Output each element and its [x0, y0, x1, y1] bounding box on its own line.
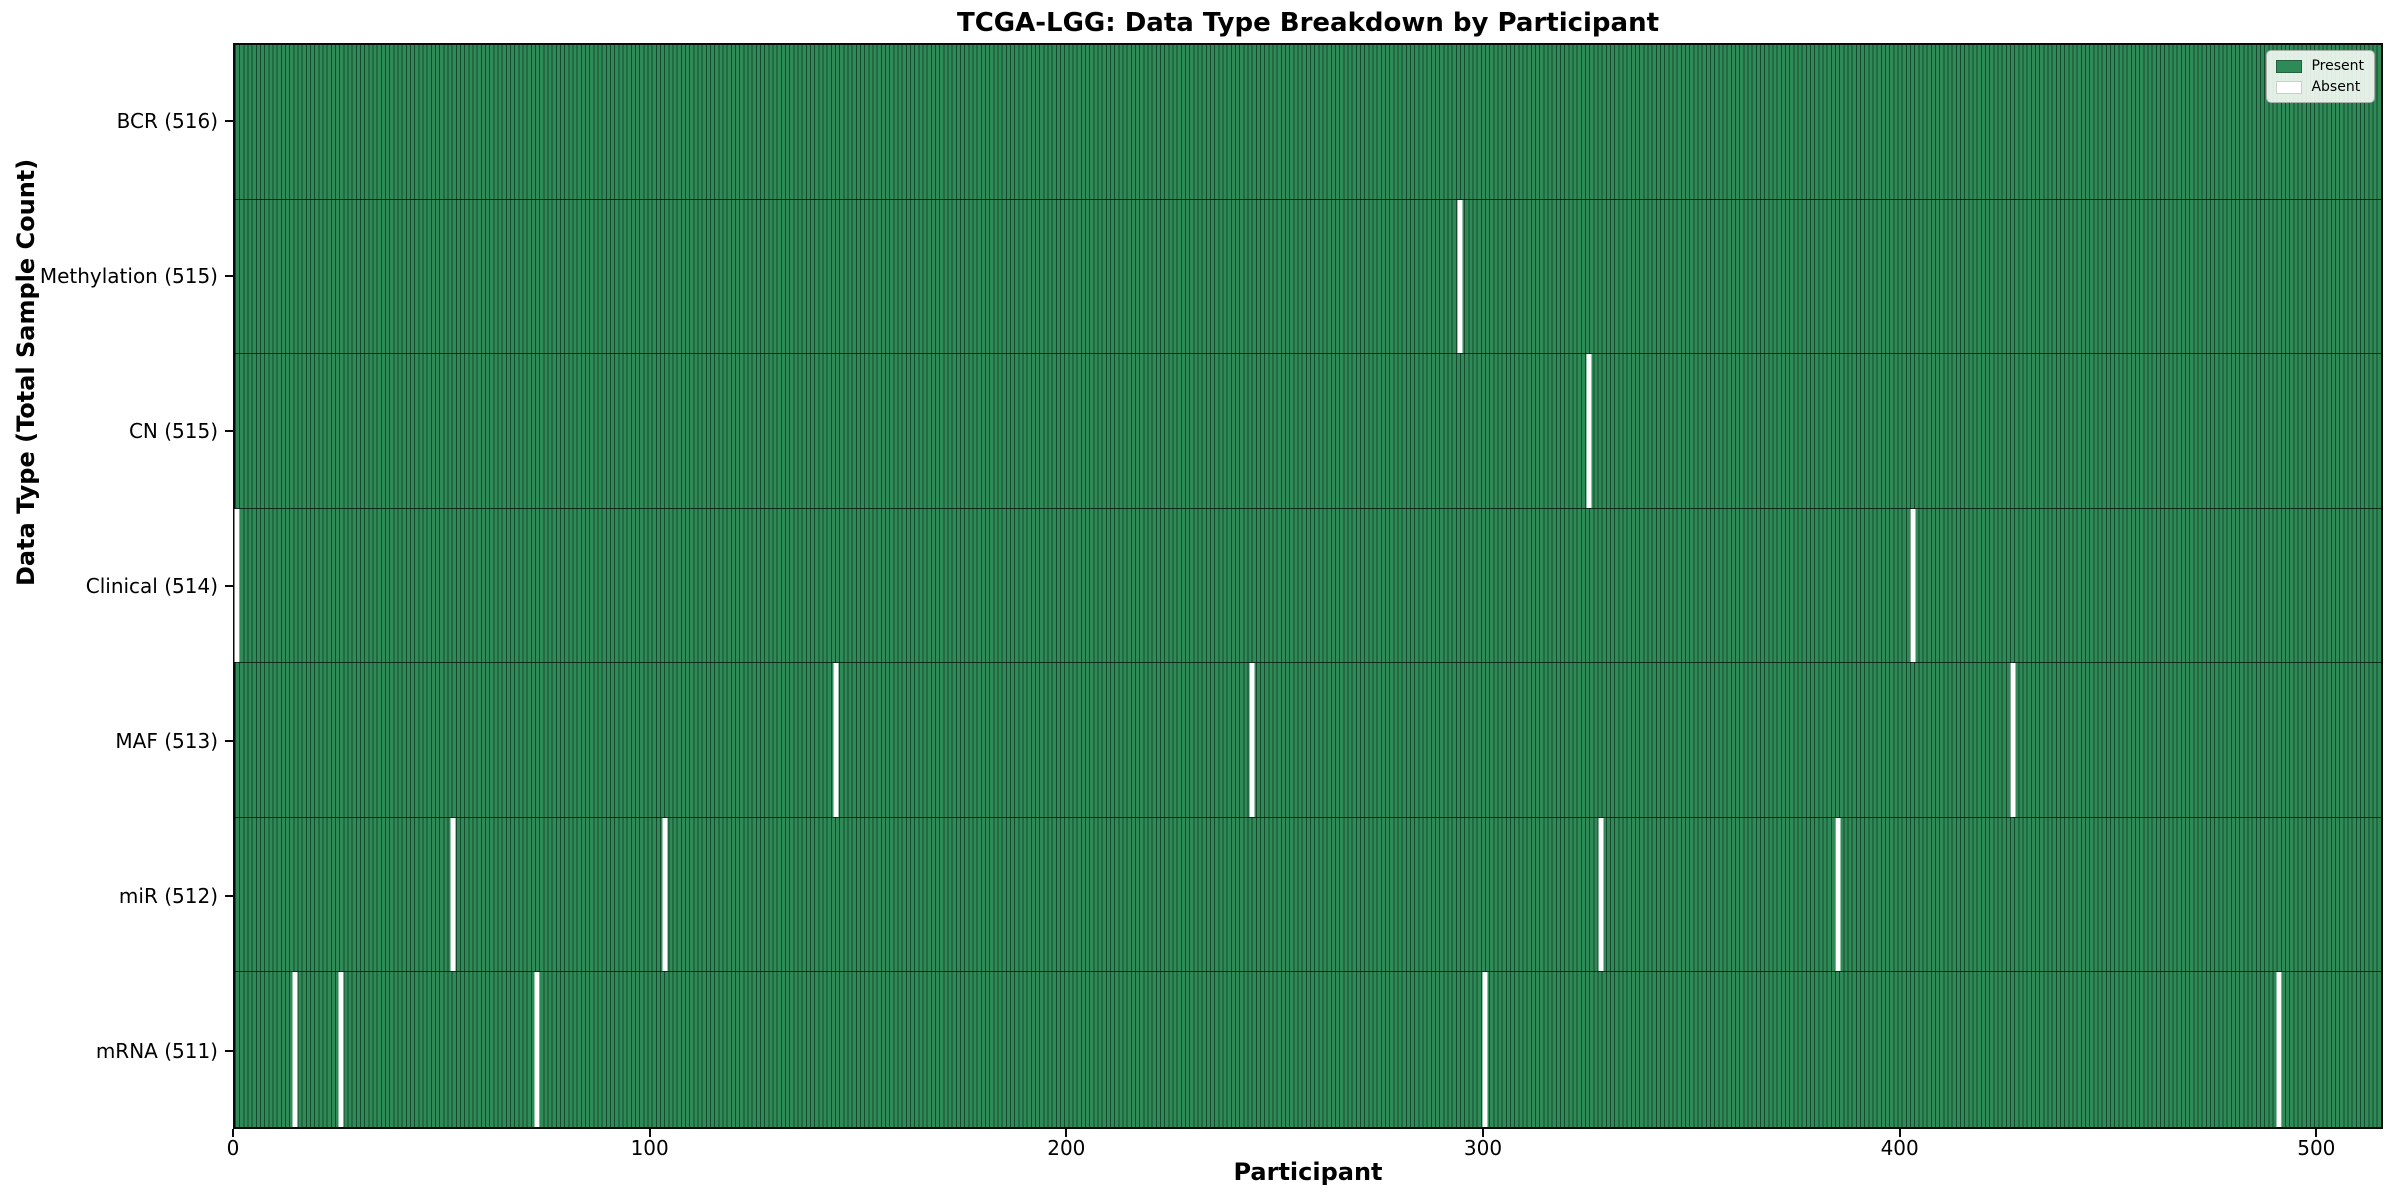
y-tick-label-mrna: mRNA (511)	[95, 1039, 218, 1064]
y-tick-label-methylation: Methylation (515)	[39, 263, 218, 288]
legend: Present Absent	[2266, 50, 2375, 103]
heatmap-row-cn	[235, 354, 2381, 509]
x-tick-label: 500	[2297, 1136, 2336, 1160]
absent-gap	[534, 972, 540, 1127]
x-tick-label: 300	[1463, 1136, 1503, 1160]
absent-gap	[234, 508, 240, 663]
y-tick-mark	[225, 274, 233, 277]
chart-title: TCGA-LGG: Data Type Breakdown by Partici…	[956, 8, 1660, 38]
legend-label-present: Present	[2311, 58, 2364, 74]
legend-item-absent: Absent	[2276, 79, 2364, 95]
y-tick-label-mir: miR (512)	[118, 884, 218, 909]
legend-item-present: Present	[2276, 58, 2364, 74]
x-tick-label: 400	[1880, 1136, 1919, 1160]
absent-gap	[292, 972, 298, 1127]
absent-gap	[1598, 817, 1604, 972]
absent-gap	[1249, 663, 1255, 817]
absent-gap	[1586, 354, 1592, 508]
y-tick-mark	[225, 585, 233, 587]
x-tick-label: 100	[630, 1136, 669, 1160]
x-tick-label: 0	[226, 1136, 240, 1160]
legend-swatch-absent	[2276, 80, 2303, 94]
x-tick-mark	[1482, 1129, 1484, 1137]
absent-gap	[338, 972, 344, 1127]
y-tick-label-bcr: BCR (516)	[116, 108, 218, 133]
absent-gap	[662, 817, 668, 972]
absent-gap	[1457, 199, 1463, 354]
x-axis-label: Participant	[1233, 1158, 1383, 1186]
x-tick-mark	[2315, 1129, 2318, 1137]
heatmap-plot-area: Present Absent	[233, 43, 2383, 1129]
heatmap-row-clinical	[234, 508, 2381, 664]
y-tick-mark	[225, 119, 233, 122]
x-tick-label: 200	[1047, 1136, 1086, 1160]
x-tick-mark	[648, 1129, 651, 1137]
y-tick-label-clinical: Clinical (514)	[85, 574, 218, 598]
x-tick-mark	[1065, 1129, 1068, 1137]
absent-gap	[1910, 508, 1916, 663]
x-tick-mark	[1898, 1129, 1901, 1137]
heatmap-row-maf	[235, 663, 2381, 818]
absent-gap	[2010, 663, 2016, 817]
heatmap-row-methylation	[235, 199, 2381, 355]
legend-label-absent: Absent	[2311, 79, 2361, 95]
absent-gap	[2276, 972, 2282, 1127]
y-tick-label-cn: CN (515)	[128, 418, 218, 443]
y-tick-label-maf: MAF (513)	[115, 729, 218, 754]
heatmap-row-mir	[235, 817, 2381, 973]
absent-gap	[833, 663, 839, 817]
legend-swatch-present	[2276, 59, 2303, 73]
heatmap-row-mrna	[235, 972, 2381, 1127]
y-tick-mark	[225, 895, 233, 898]
absent-gap	[1482, 972, 1488, 1127]
x-tick-mark	[232, 1129, 234, 1137]
y-tick-mark	[225, 740, 233, 743]
y-tick-mark	[225, 429, 233, 432]
absent-gap	[450, 817, 456, 972]
y-tick-mark	[225, 1050, 233, 1053]
absent-gap	[1835, 817, 1841, 972]
heatmap-row-bcr	[235, 45, 2381, 200]
